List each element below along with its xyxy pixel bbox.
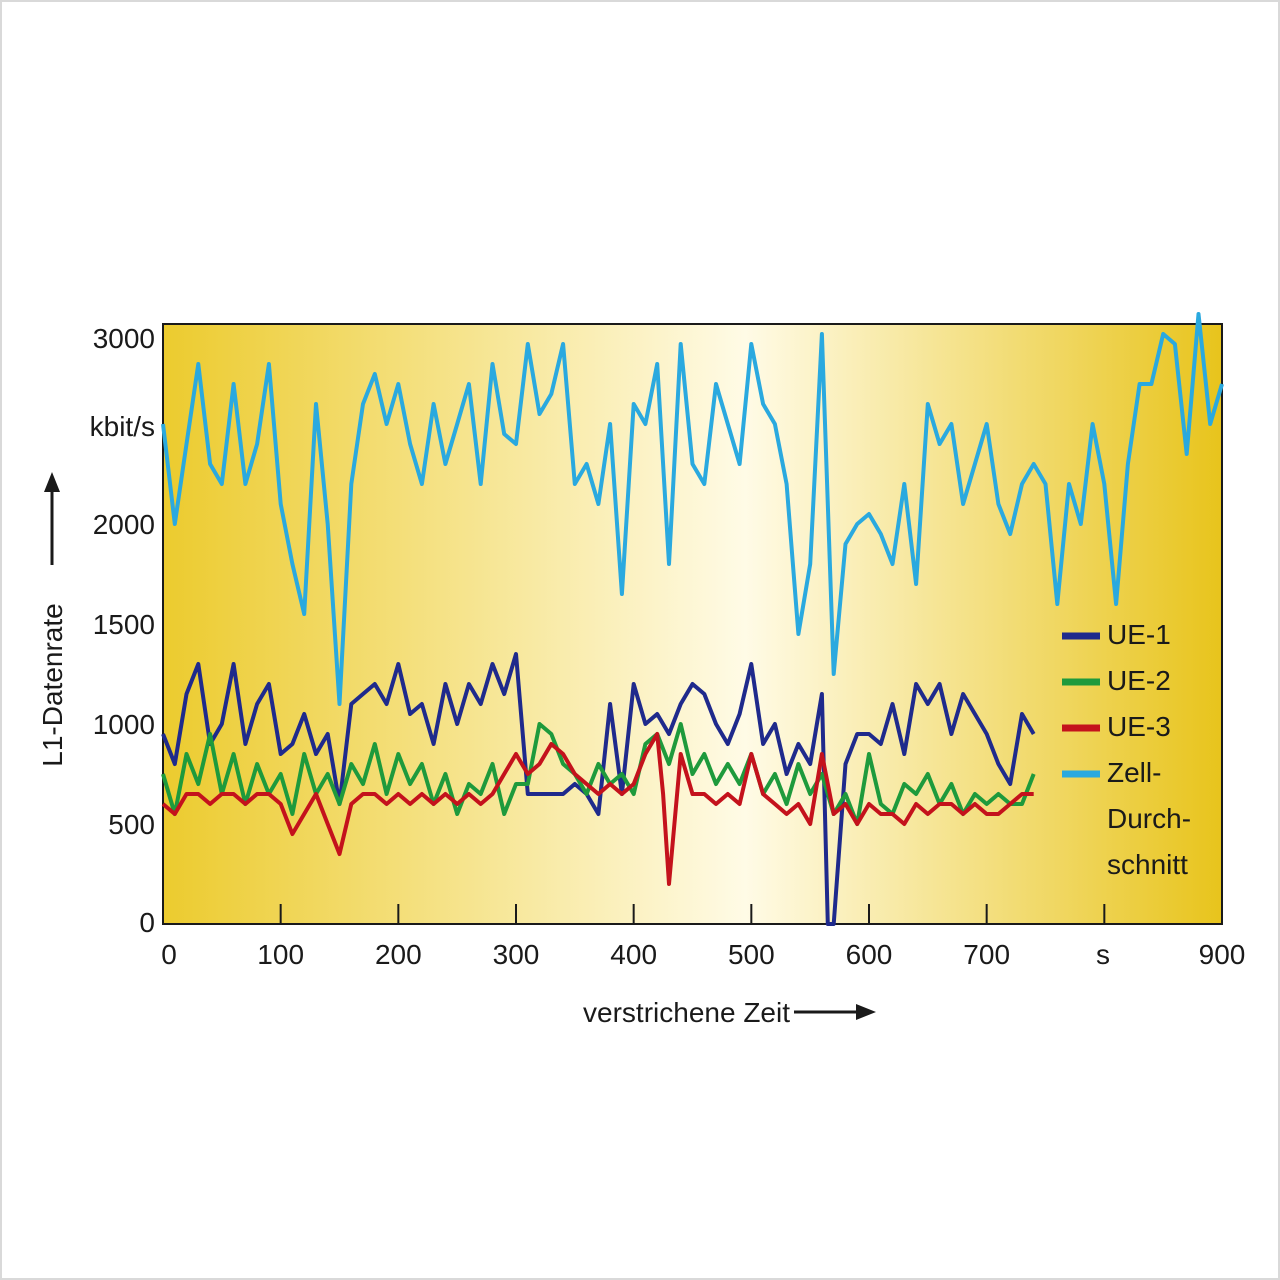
x-tick-label: 100 (257, 939, 304, 970)
x-axis-label: verstrichene Zeit (583, 997, 790, 1028)
series-line-ue-2 (161, 722, 1036, 826)
series-line-zell-durchschnitt (161, 312, 1224, 706)
y-axis-unit: kbit/s (90, 411, 155, 442)
y-axis-arrow (44, 472, 60, 565)
x-tick-label: 300 (493, 939, 540, 970)
y-tick-label: 1500 (93, 609, 155, 640)
legend-label: schnitt (1107, 849, 1188, 880)
series-lines (161, 312, 1224, 926)
x-axis-ticks: 0 100 200 300 400 500 600 700 900 (161, 904, 1245, 970)
y-tick-label: 2000 (93, 509, 155, 540)
y-tick-label: 1000 (93, 709, 155, 740)
x-tick-label: 600 (846, 939, 893, 970)
x-axis-unit: s (1096, 939, 1110, 970)
x-tick-label: 200 (375, 939, 422, 970)
x-axis-arrow (794, 1004, 876, 1020)
y-tick-label: 3000 (93, 323, 155, 354)
y-tick-label: 0 (139, 907, 155, 938)
legend: UE-1 UE-2 UE-3 Zell- Durch-schnitt (1062, 619, 1191, 880)
series-line-ue-3 (161, 732, 1034, 886)
y-axis-label: L1-Datenrate (37, 603, 68, 766)
x-tick-label: 700 (963, 939, 1010, 970)
y-axis-ticks: 0 500 1000 1500 2000 3000 (93, 323, 155, 938)
legend-label: UE-1 (1107, 619, 1171, 650)
series-line-ue-1 (161, 652, 1036, 926)
legend-label: Zell- (1107, 757, 1161, 788)
x-tick-label: 0 (161, 939, 177, 970)
x-tick-label: 400 (610, 939, 657, 970)
legend-label: UE-2 (1107, 665, 1171, 696)
legend-label: Durch- (1107, 803, 1191, 834)
legend-label: UE-3 (1107, 711, 1171, 742)
x-tick-label: 500 (728, 939, 775, 970)
y-tick-label: 500 (108, 809, 155, 840)
plot-area (162, 323, 1223, 925)
x-tick-label: 900 (1199, 939, 1246, 970)
